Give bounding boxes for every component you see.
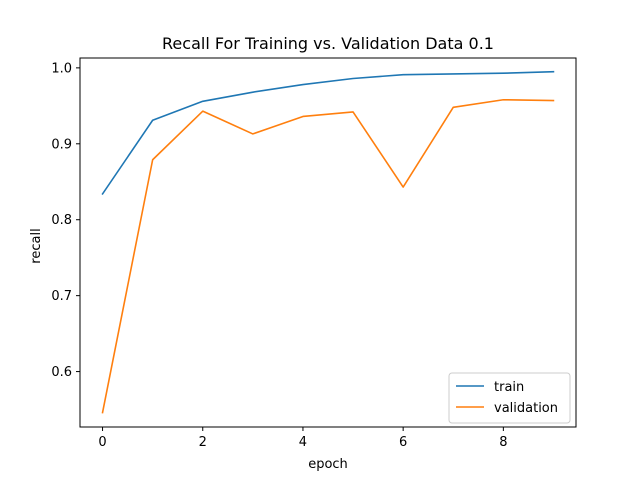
y-tick-label-0.6: 0.6 [51, 365, 72, 380]
y-axis-label: recall [29, 228, 44, 263]
y-tick-label-0.7: 0.7 [51, 289, 72, 304]
x-tick-label-6: 6 [399, 435, 407, 450]
legend: train validation [448, 372, 571, 424]
x-axis-label: epoch [308, 457, 348, 472]
series-line-validation [101, 98, 555, 414]
x-tick-label-2: 2 [199, 435, 207, 450]
axes-frame [79, 57, 577, 428]
x-tick-label-0: 0 [98, 435, 106, 450]
chart-title: Recall For Training vs. Validation Data … [162, 34, 494, 53]
x-tick-label-4: 4 [299, 435, 307, 450]
y-tick-label-0.9: 0.9 [51, 137, 72, 152]
series-line-train [101, 70, 555, 196]
legend-entry-validation: validation [494, 401, 558, 416]
y-tick-label-1: 1.0 [51, 61, 72, 76]
plot-area: 0 2 4 6 8 0.6 0.7 0.8 0.9 1.0 [51, 57, 577, 450]
x-tick-label-8: 8 [499, 435, 507, 450]
legend-entry-train: train [494, 380, 524, 395]
y-tick-label-0.8: 0.8 [51, 213, 72, 228]
